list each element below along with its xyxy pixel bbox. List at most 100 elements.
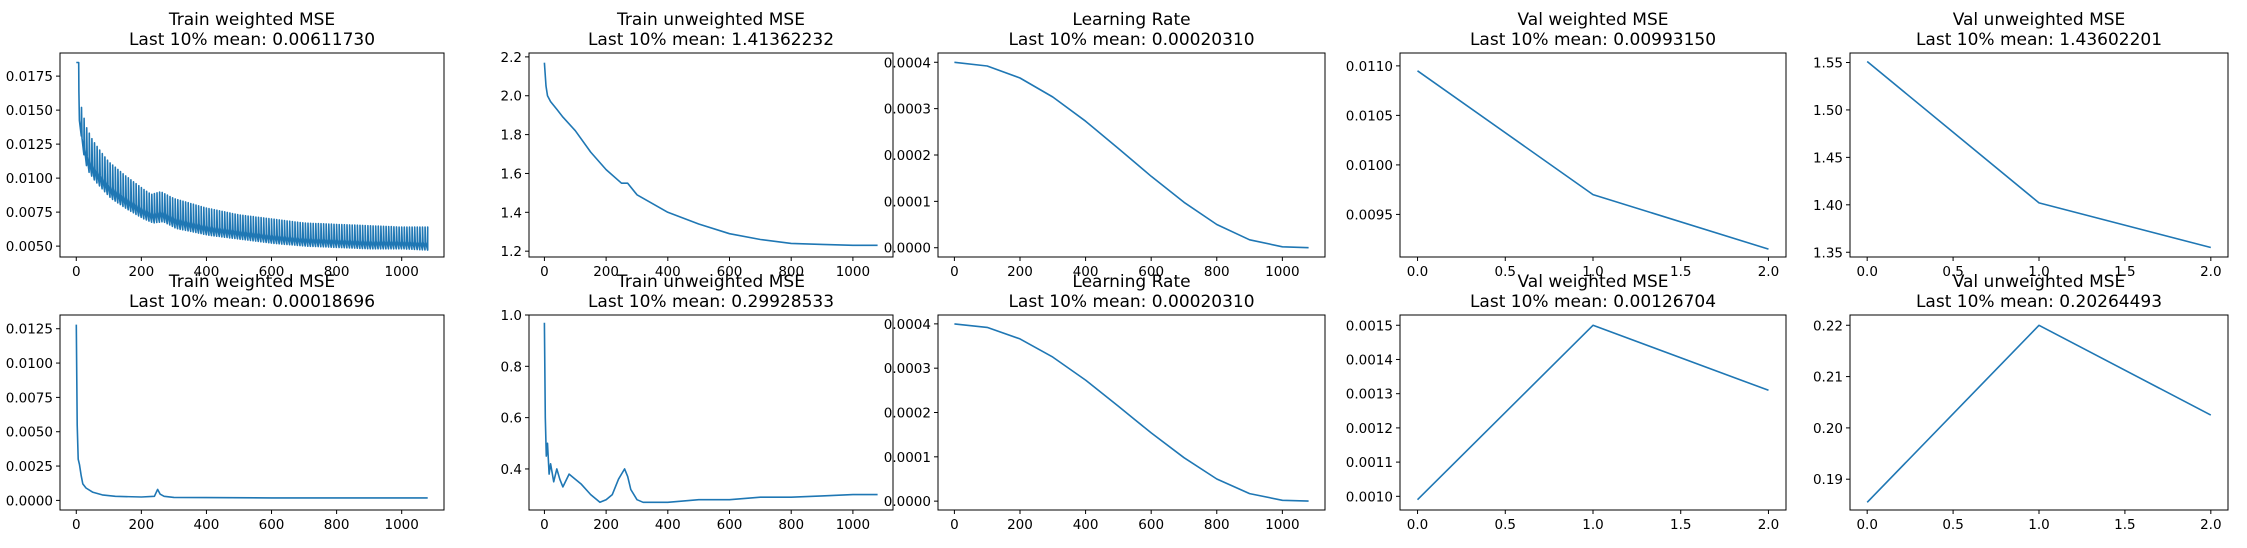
x-tick-label: 1000 [1265,517,1299,533]
subplot-subtitle: Last 10% mean: 0.00993150 [1470,30,1716,50]
axes-frame [528,52,894,258]
subplot-title: Train weighted MSE [168,10,335,30]
x-tick-label: 1000 [385,517,419,533]
x-tick-label: 1.5 [2114,517,2135,533]
x-tick-label: 2.0 [2200,517,2221,533]
y-tick-label: 0.0003 [884,102,931,118]
x-tick-label: 200 [128,517,154,533]
series-line [1866,60,2212,249]
x-tick-label: 800 [778,264,804,280]
y-tick-label: 0.0100 [6,171,53,187]
axes-frame [59,52,445,258]
subplot-subtitle: Last 10% mean: 1.43602201 [1916,30,2162,50]
subplot-title: Val unweighted MSE [1953,272,2126,292]
series-line [954,61,1309,249]
y-tick-label: 1.50 [1813,103,1843,119]
y-tick-label: 0.0075 [6,205,53,221]
y-tick-label: 1.2 [501,244,522,260]
x-tick-label: 2.0 [1758,517,1779,533]
subplot-subtitle: Last 10% mean: 0.00018696 [129,292,375,312]
y-tick-label: 0.0011 [1346,455,1393,471]
y-tick-label: 0.0015 [1346,318,1393,334]
subplot-title: Val weighted MSE [1517,272,1668,292]
x-tick-label: 400 [1073,517,1099,533]
x-tick-label: 1000 [385,264,419,280]
y-tick-label: 0.0000 [884,494,931,510]
y-tick-label: 0.0050 [6,425,53,441]
y-tick-label: 0.0004 [884,55,931,71]
x-tick-label: 0.0 [1856,264,1877,280]
y-tick-label: 0.0105 [1346,108,1393,124]
subplot-subtitle: Last 10% mean: 0.00020310 [1008,30,1254,50]
axes-frame [59,314,445,511]
x-tick-label: 0 [72,517,81,533]
subplot-title: Train weighted MSE [168,272,335,292]
y-tick-label: 0.0002 [884,148,931,164]
x-tick-label: 800 [324,264,350,280]
axes-frame [528,314,894,511]
axes-frame [937,52,1326,258]
y-tick-label: 0.20 [1813,421,1843,437]
series-line [1866,324,2212,503]
x-tick-label: 200 [593,517,619,533]
y-tick-label: 1.45 [1813,150,1843,166]
x-tick-label: 800 [324,517,350,533]
y-tick-label: 1.8 [501,128,522,144]
y-tick-label: 0.0025 [6,459,53,475]
subplot-title: Val unweighted MSE [1953,10,2126,30]
x-tick-label: 600 [717,517,743,533]
y-tick-label: 2.0 [501,89,522,105]
y-tick-label: 1.4 [501,205,522,221]
x-tick-label: 600 [717,264,743,280]
y-tick-label: 0.0000 [6,493,53,509]
x-tick-label: 0 [950,264,959,280]
x-tick-label: 1.0 [2028,517,2049,533]
subplot-subtitle: Last 10% mean: 0.00126704 [1470,292,1716,312]
x-tick-label: 1000 [836,517,870,533]
subplot-subtitle: Last 10% mean: 1.41362232 [588,30,834,50]
x-tick-label: 1.5 [1670,517,1691,533]
y-tick-label: 0.0003 [884,361,931,377]
y-tick-label: 0.4 [501,462,522,478]
x-tick-label: 1.0 [2028,264,2049,280]
x-tick-label: 400 [1073,264,1099,280]
y-tick-label: 0.0001 [884,450,931,466]
y-tick-label: 1.0 [501,308,522,324]
y-tick-label: 1.55 [1813,55,1843,71]
x-tick-label: 0 [540,517,549,533]
y-tick-label: 0.0004 [884,317,931,333]
x-tick-label: 1.0 [1582,517,1603,533]
axes-frame [937,314,1326,511]
subplot-title: Train unweighted MSE [616,10,805,30]
y-tick-label: 0.0001 [884,194,931,210]
x-tick-label: 400 [655,517,681,533]
y-tick-label: 0.0125 [6,322,53,338]
x-tick-label: 800 [1204,264,1230,280]
axes-frame [1399,52,1787,258]
x-tick-label: 1000 [836,264,870,280]
x-tick-label: 0.5 [1942,517,1963,533]
subplot-title: Train unweighted MSE [616,272,805,292]
y-tick-label: 0.19 [1813,472,1843,488]
y-tick-label: 0.0014 [1346,352,1393,368]
series-line [954,323,1309,502]
subplot-subtitle: Last 10% mean: 0.00611730 [129,30,375,50]
y-tick-label: 0.0095 [1346,207,1393,223]
y-tick-label: 0.0000 [884,241,931,257]
x-tick-label: 1.5 [2114,264,2135,280]
y-tick-label: 1.35 [1813,245,1843,261]
y-tick-label: 0.0013 [1346,387,1393,403]
x-tick-label: 0.0 [1407,264,1428,280]
x-tick-label: 1.5 [1670,264,1691,280]
x-tick-label: 0.0 [1407,517,1428,533]
subplot-title: Learning Rate [1072,272,1190,292]
x-tick-label: 0.5 [1495,517,1516,533]
